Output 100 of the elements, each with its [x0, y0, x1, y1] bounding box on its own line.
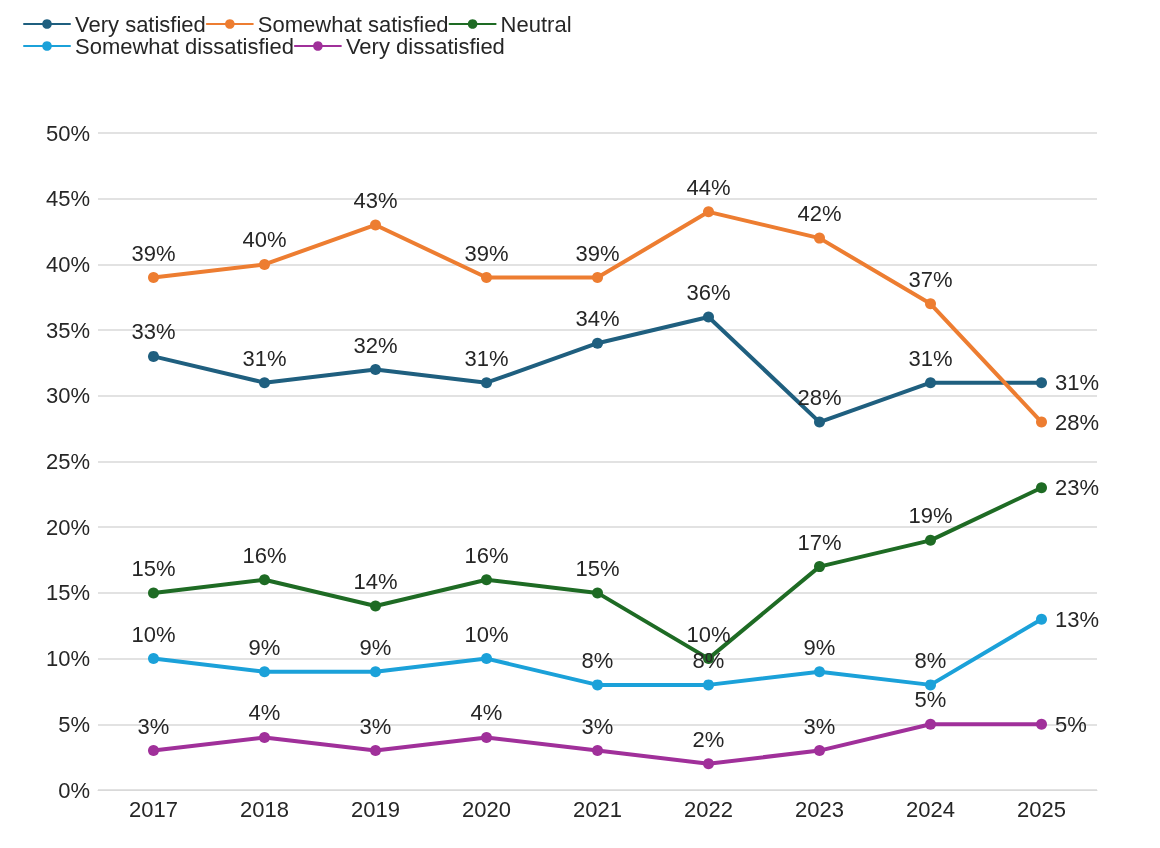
data-label: 19% — [908, 503, 953, 529]
y-tick-label: 15% — [45, 580, 90, 606]
data-label: 15% — [131, 555, 176, 581]
point — [370, 219, 381, 231]
data-label: 10% — [131, 621, 176, 647]
data-label: 39% — [131, 240, 176, 266]
point — [148, 350, 159, 362]
x-tick-label: 2021 — [573, 796, 622, 822]
data-label: 37% — [908, 266, 953, 292]
data-label: 3% — [803, 713, 836, 739]
point — [259, 666, 270, 678]
point — [925, 534, 936, 546]
point — [259, 574, 270, 586]
data-label: 39% — [464, 240, 509, 266]
y-tick-label: 10% — [45, 646, 90, 672]
point — [1036, 482, 1047, 494]
data-label: 23% — [1055, 475, 1100, 501]
data-label: 4% — [248, 700, 281, 726]
data-label: 3% — [581, 713, 614, 739]
data-label: 43% — [353, 187, 398, 213]
point — [814, 745, 825, 757]
point — [703, 758, 714, 770]
data-label: 8% — [692, 647, 725, 673]
point — [259, 258, 270, 270]
point — [925, 718, 936, 730]
data-label: 31% — [908, 345, 953, 371]
point — [148, 653, 159, 665]
y-tick-label: 35% — [45, 317, 90, 343]
data-label: 36% — [686, 279, 731, 305]
data-label: 39% — [575, 240, 620, 266]
data-label: 32% — [353, 332, 398, 358]
y-tick-label: 45% — [45, 186, 90, 212]
x-tick-label: 2020 — [462, 796, 511, 822]
data-label: 42% — [797, 201, 842, 227]
data-label: 31% — [464, 345, 509, 371]
data-label: 5% — [1055, 711, 1087, 737]
point — [148, 587, 159, 599]
data-label: 16% — [242, 542, 287, 568]
point — [1036, 613, 1047, 625]
data-label: 3% — [359, 713, 392, 739]
data-label: 4% — [470, 700, 503, 726]
data-label: 31% — [1055, 370, 1100, 396]
data-label: 34% — [575, 306, 620, 332]
point — [1036, 718, 1047, 730]
data-label: 14% — [353, 569, 398, 595]
y-tick-label: 40% — [45, 251, 90, 277]
data-label: 44% — [686, 174, 731, 200]
data-label: 33% — [131, 319, 176, 345]
x-tick-label: 2017 — [129, 796, 178, 822]
point — [481, 731, 492, 743]
point — [925, 298, 936, 310]
x-tick-label: 2025 — [1017, 796, 1066, 822]
point — [259, 377, 270, 389]
y-tick-label: 50% — [45, 120, 90, 146]
point — [592, 587, 603, 599]
data-label: 17% — [797, 529, 842, 555]
point — [370, 600, 381, 612]
y-tick-label: 20% — [45, 514, 90, 540]
legend-label: Very satisfied — [75, 11, 206, 37]
point — [481, 377, 492, 389]
y-tick-label: 25% — [45, 449, 90, 474]
data-label: 2% — [692, 726, 725, 752]
data-label: 3% — [137, 713, 170, 739]
point — [703, 311, 714, 323]
data-label: 9% — [359, 634, 392, 660]
data-label: 28% — [797, 385, 842, 411]
point — [592, 337, 603, 349]
x-tick-label: 2023 — [795, 796, 844, 822]
data-label: 40% — [242, 227, 287, 253]
point — [592, 679, 603, 691]
data-label: 16% — [464, 542, 509, 568]
point — [370, 364, 381, 376]
point — [148, 745, 159, 757]
data-label: 31% — [242, 345, 287, 371]
point — [370, 745, 381, 757]
point — [481, 574, 492, 586]
point — [814, 561, 825, 573]
point — [1036, 377, 1047, 389]
y-tick-label: 5% — [58, 711, 90, 737]
data-label: 8% — [581, 647, 614, 673]
data-label: 10% — [686, 621, 731, 647]
y-tick-label: 0% — [58, 777, 90, 803]
point — [370, 666, 381, 678]
x-tick-label: 2018 — [240, 796, 289, 822]
data-label: 8% — [914, 647, 947, 673]
x-tick-label: 2022 — [684, 796, 733, 822]
point — [814, 232, 825, 244]
point — [481, 272, 492, 284]
data-label: 5% — [914, 687, 947, 713]
point — [259, 731, 270, 743]
data-label: 10% — [464, 621, 509, 647]
point — [703, 206, 714, 218]
data-label: 15% — [575, 555, 620, 581]
point — [592, 745, 603, 757]
point — [148, 272, 159, 284]
point — [481, 653, 492, 665]
point — [814, 666, 825, 678]
data-label: 9% — [248, 634, 281, 660]
data-label: 9% — [803, 634, 836, 660]
data-label: 28% — [1055, 409, 1100, 435]
